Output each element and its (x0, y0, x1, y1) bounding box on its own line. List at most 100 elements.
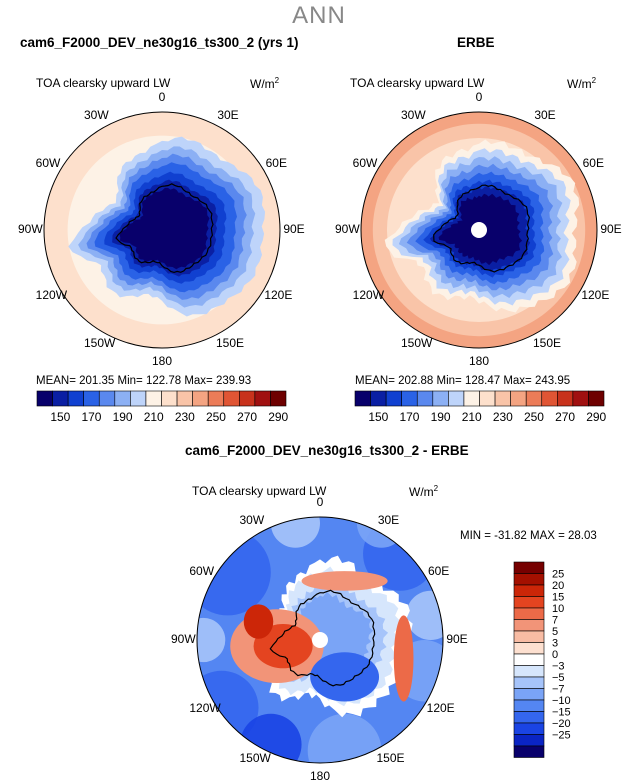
lon-label: 150E (216, 336, 245, 351)
lon-label: 30W (84, 107, 109, 122)
colorbar-cell (513, 722, 545, 735)
lon-label: 60E (265, 156, 287, 170)
panel2-stats: MEAN= 202.88 Min= 128.47 Max= 243.95 (355, 375, 571, 387)
contour-band (307, 713, 382, 763)
map-border (43, 111, 281, 349)
panel2-map (361, 112, 597, 348)
lon-label: 60E (427, 563, 450, 578)
lon-label: 90W (335, 222, 360, 236)
colorbar-tick: −20 (552, 718, 571, 730)
lon-label: 150W (239, 750, 271, 765)
colorbar-cell (588, 390, 605, 407)
lon-label: 90E (600, 222, 622, 236)
lon-label: 180 (151, 354, 173, 368)
colorbar-cell (176, 390, 193, 407)
colorbar-cell (513, 642, 545, 655)
lon-label: 30W (239, 513, 265, 528)
colorbar-cell (513, 699, 545, 712)
colorbar-cell (513, 573, 545, 586)
colorbar-cell (416, 390, 434, 407)
colorbar-tick: 250 (524, 410, 544, 424)
colorbar-cell (513, 688, 545, 701)
panel1-variable: TOA clearsky upward LW (36, 76, 171, 90)
panel3-units: W/m2 (409, 484, 439, 499)
colorbar-tick: 250 (206, 410, 226, 424)
pole-hole (471, 222, 487, 238)
contour-band (240, 713, 302, 763)
lon-label: 120W (352, 288, 385, 302)
colorbar-cell (130, 390, 147, 407)
colorbar-tick: 270 (555, 410, 575, 424)
colorbar-cell (448, 390, 465, 407)
lon-label: 120E (264, 288, 293, 302)
colorbar-tick: 190 (431, 410, 451, 424)
coastline (433, 184, 531, 273)
colorbar-cell (67, 390, 84, 407)
contour-band (393, 615, 414, 702)
lon-label: 0 (475, 90, 483, 104)
panel1-colorbar: 150 170 190 210 230 250 270 290 (36, 390, 289, 424)
colorbar-tick: 170 (81, 410, 101, 424)
panel1-map (44, 112, 280, 348)
colorbar-tick: 210 (462, 410, 482, 424)
contour-band (270, 517, 320, 548)
colorbar-tick: 0 (552, 649, 558, 661)
lon-label: 120W (35, 288, 68, 302)
colorbar-cell (207, 390, 225, 407)
colorbar-cell (513, 619, 545, 632)
colorbar-tick: 20 (552, 580, 564, 592)
panel1-stats: MEAN= 201.35 Min= 122.78 Max= 239.93 (36, 375, 252, 387)
colorbar-cell (385, 390, 402, 407)
colorbar-cell (513, 607, 545, 620)
lon-label: 150E (376, 750, 405, 765)
lon-label: 60E (582, 156, 604, 170)
colorbar-tick: 190 (113, 410, 133, 424)
lon-label: 30E (217, 107, 239, 122)
colorbar-tick: 290 (268, 410, 288, 424)
colorbar-cell (36, 390, 53, 407)
coastline (269, 589, 376, 687)
colorbar-cell (254, 390, 271, 407)
lon-label: 30E (534, 107, 556, 122)
panel2-title: ERBE (457, 35, 495, 50)
colorbar-cell (513, 584, 545, 597)
colorbar-cell (572, 390, 589, 407)
contour-band (243, 604, 274, 639)
panel3-stats: MIN = -31.82 MAX = 28.03 (460, 530, 597, 542)
lon-label: 30E (377, 513, 400, 528)
coastline (115, 183, 214, 274)
colorbar-cell (479, 390, 496, 407)
lon-label: 30W (401, 107, 426, 122)
colorbar-cell (239, 390, 256, 407)
colorbar-cell (370, 390, 387, 407)
panel3-variable: TOA clearsky upward LW (192, 484, 327, 498)
colorbar-cell (513, 665, 545, 678)
colorbar-cell (192, 390, 209, 407)
colorbar-tick: 15 (552, 592, 564, 604)
colorbar-tick: 3 (552, 638, 558, 650)
colorbar-tick: −25 (552, 730, 571, 742)
contour-band (253, 624, 313, 669)
colorbar-tick: 25 (552, 569, 564, 581)
colorbar-cell (463, 390, 480, 407)
colorbar-cell (510, 390, 527, 407)
panel2-colorbar: 150 170 190 210 230 250 270 290 (354, 390, 607, 424)
colorbar-cell (541, 390, 558, 407)
lon-label: 60W (35, 156, 61, 170)
colorbar-cell (114, 390, 131, 407)
colorbar-cell (161, 390, 178, 407)
colorbar-cell (494, 390, 511, 407)
panel1-title: cam6_F2000_DEV_ne30g16_ts300_2 (yrs 1) (20, 35, 299, 50)
colorbar-cell (354, 390, 371, 407)
colorbar-tick: −5 (552, 672, 565, 684)
colorbar-cell (52, 390, 69, 407)
lon-label: 90W (171, 632, 196, 646)
colorbar-cell (401, 390, 418, 407)
pole-hole (312, 632, 328, 648)
colorbar-cell (83, 390, 100, 407)
colorbar-tick: 290 (586, 410, 606, 424)
lon-label: 90E (283, 222, 305, 236)
colorbar-cell (270, 390, 287, 407)
